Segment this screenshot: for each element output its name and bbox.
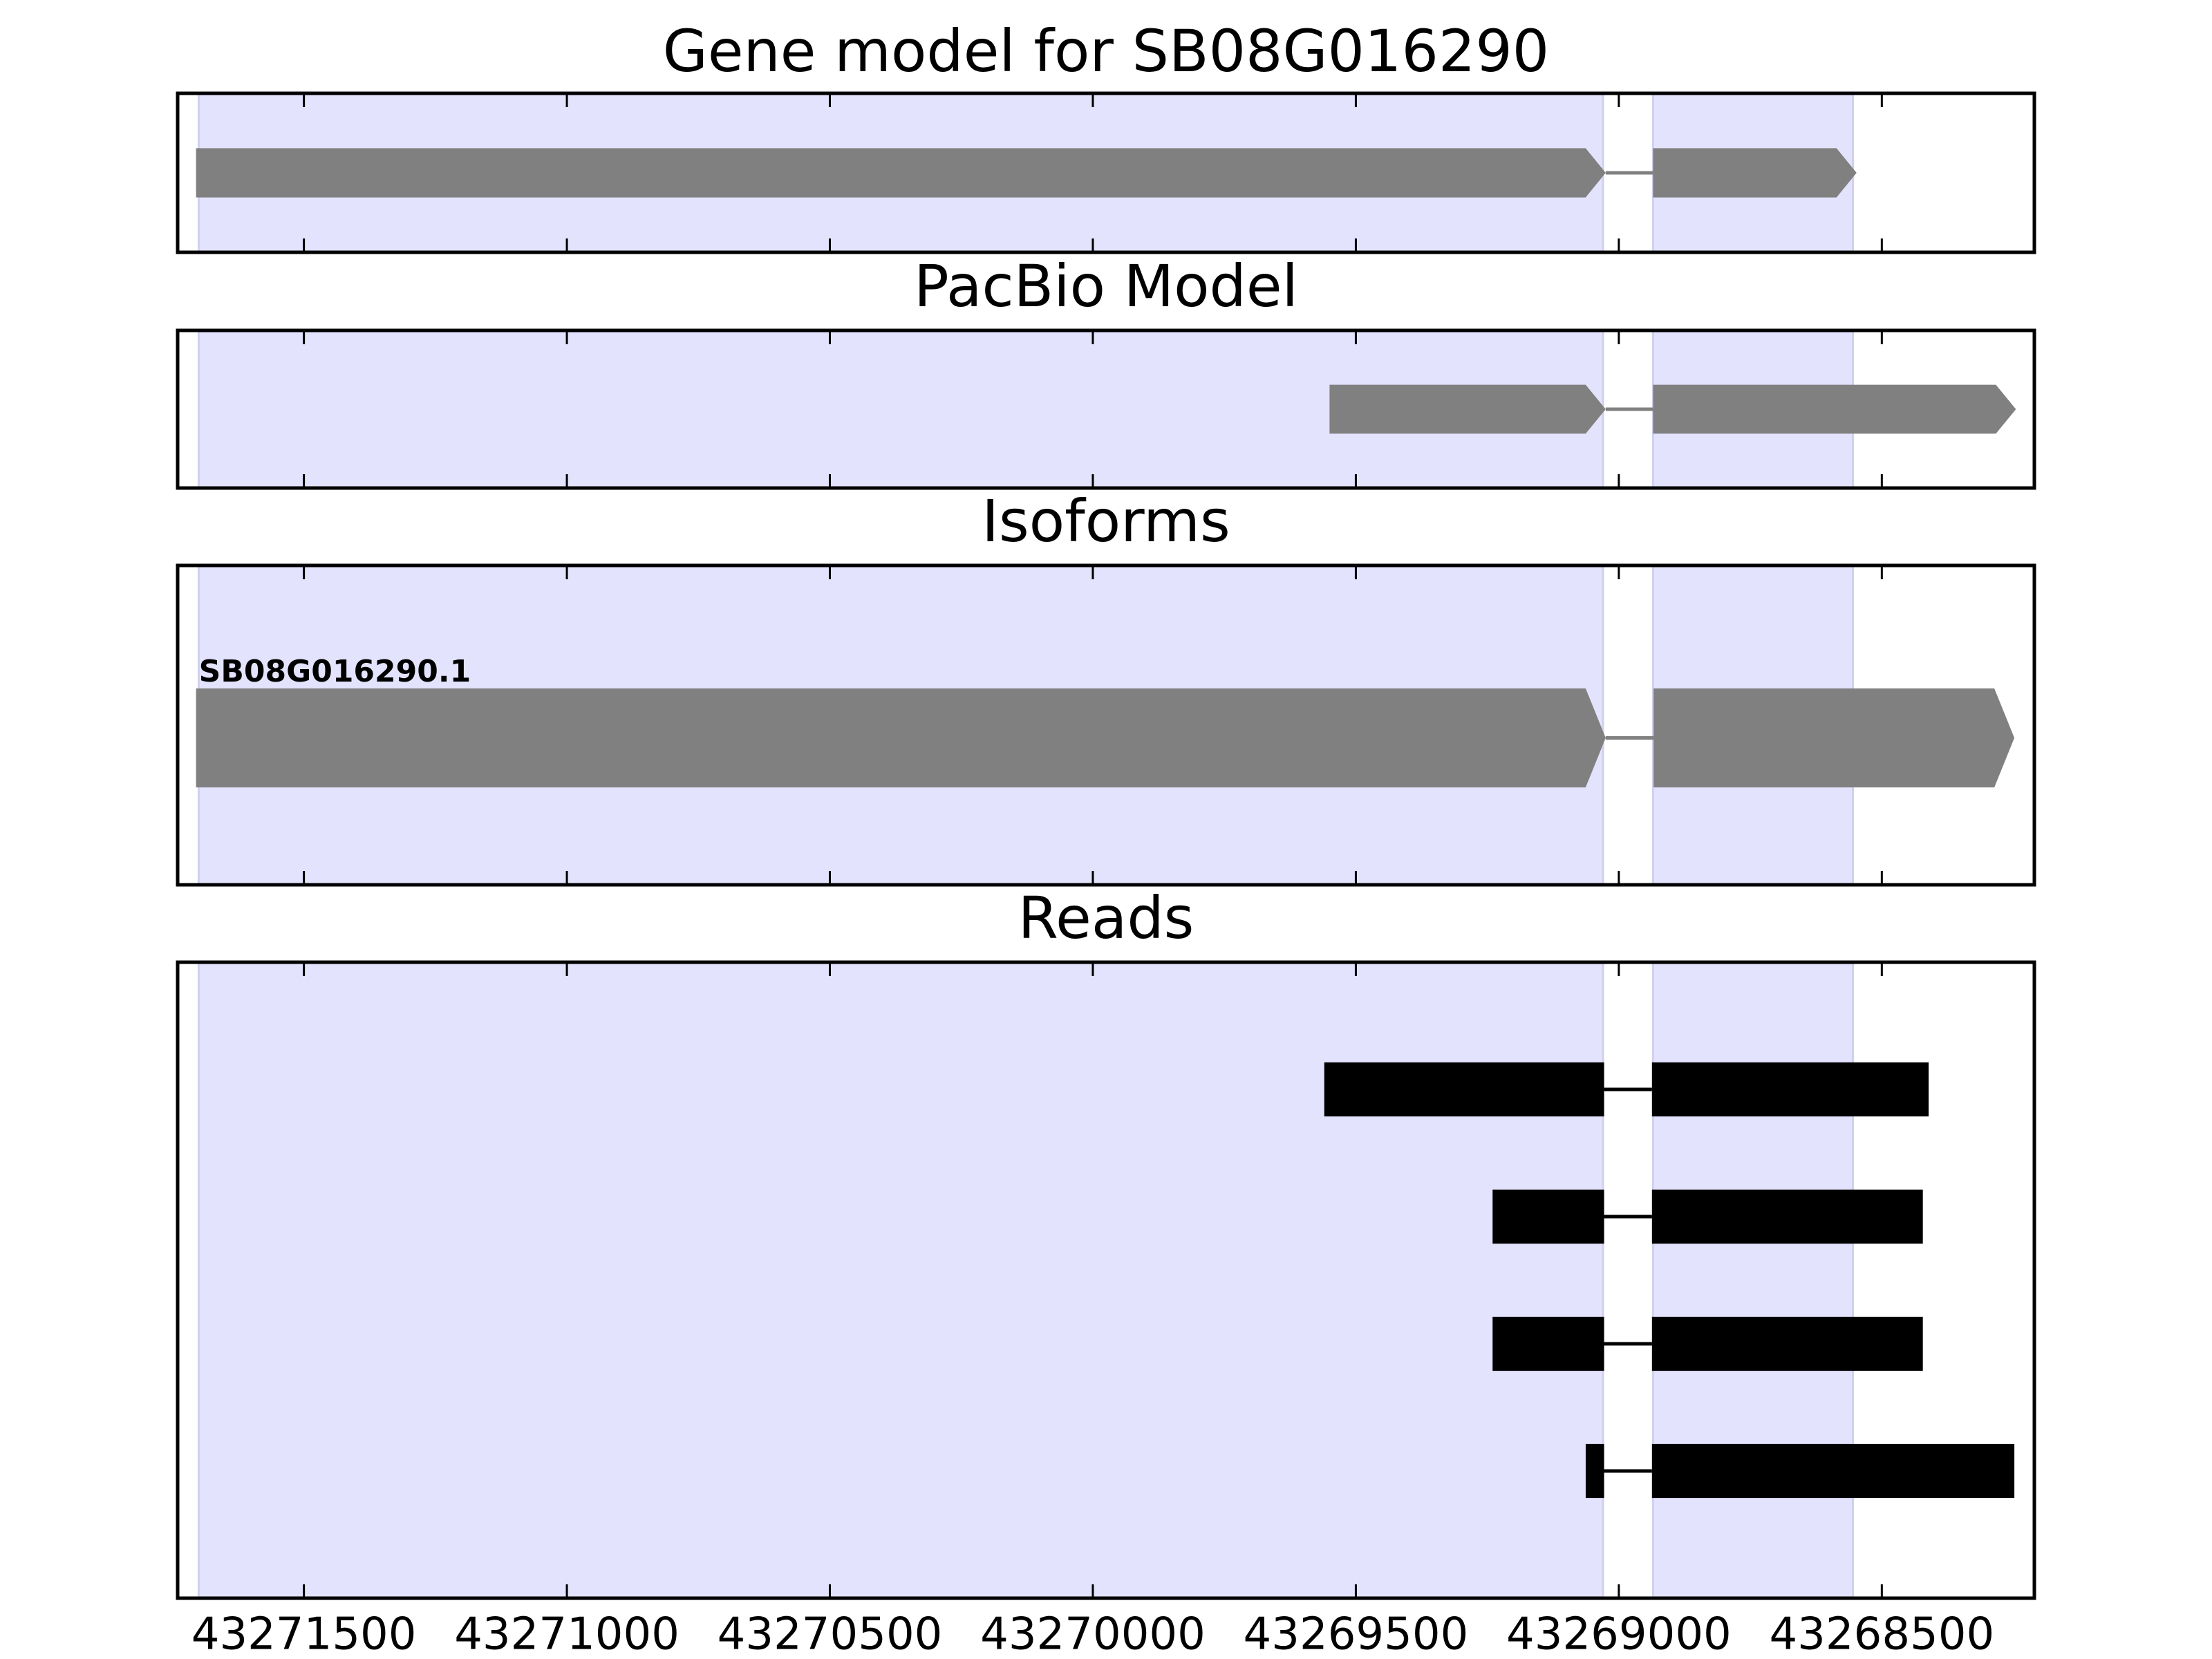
panel: PacBio Model <box>176 252 2036 490</box>
exon <box>1651 1062 1929 1117</box>
x-tick-label: 43269000 <box>1506 1609 1732 1659</box>
panel-frame <box>176 563 2036 887</box>
panel-frame <box>176 328 2036 490</box>
x-tick-label: 43270000 <box>980 1609 1206 1659</box>
panel: Reads 43271500 43271000 43270500 43270000 432… <box>176 884 2036 1659</box>
exon <box>1653 148 1857 198</box>
exon <box>1651 1443 2015 1499</box>
highlight-region <box>197 961 1604 1600</box>
exon <box>1653 384 2016 434</box>
panel-title: PacBio Model <box>914 252 1298 320</box>
exon <box>1329 384 1606 434</box>
highlight-region <box>1651 961 1854 1600</box>
exon <box>1324 1062 1604 1117</box>
x-tick-label: 43268500 <box>1769 1609 1994 1659</box>
x-tick-label: 43270500 <box>718 1609 943 1659</box>
exon <box>1492 1316 1604 1371</box>
panel: Gene model for SB08G016290 <box>176 17 2036 254</box>
panel-title: Reads <box>1018 884 1194 952</box>
exon <box>1585 1443 1604 1499</box>
panel-frame <box>176 960 2036 1600</box>
x-tick-label: 43269500 <box>1244 1609 1469 1659</box>
feature-label: SB08G016290.1 <box>199 654 471 689</box>
x-tick-label: 43271500 <box>191 1609 417 1659</box>
x-tick-label: 43271000 <box>454 1609 679 1659</box>
panel-frame <box>176 91 2036 254</box>
exon <box>1492 1189 1604 1244</box>
exon <box>1651 1316 1923 1371</box>
panel-title: Gene model for SB08G016290 <box>663 17 1549 85</box>
panel: Isoforms SB08G016290.1 <box>176 487 2036 887</box>
exon <box>1651 1189 1923 1244</box>
exon <box>196 148 1606 198</box>
exon <box>196 688 1606 788</box>
exon <box>1653 688 2015 788</box>
panel-title: Isoforms <box>982 487 1230 555</box>
